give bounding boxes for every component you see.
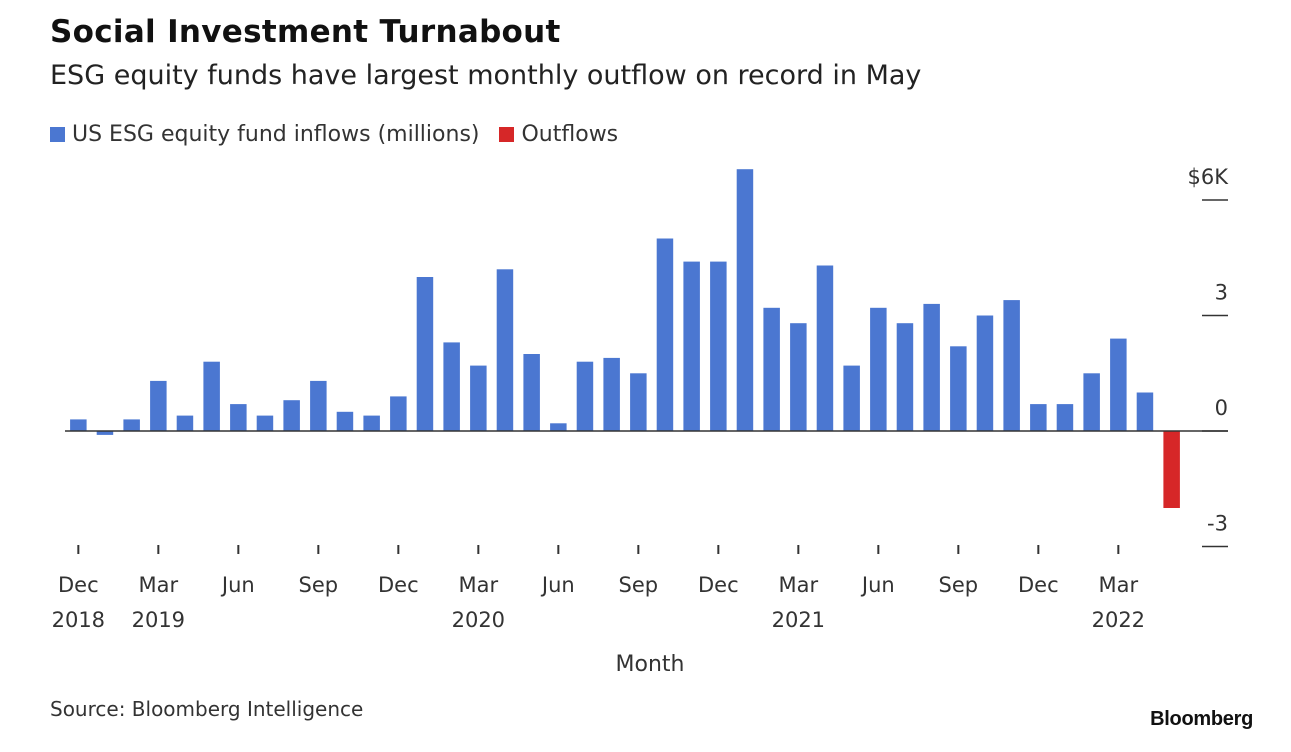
legend-swatch-outflows [499, 127, 515, 142]
legend-swatch-inflows [50, 127, 65, 142]
x-tick-label: Jun [540, 573, 575, 597]
y-tick-label: $6K [1188, 165, 1230, 189]
bar [390, 396, 407, 431]
bar [230, 404, 247, 431]
bar [256, 415, 274, 431]
x-tick-label: Mar [779, 573, 819, 597]
bar [1003, 300, 1020, 431]
bar [630, 373, 647, 432]
bar [1110, 338, 1127, 431]
bar [496, 269, 514, 431]
x-tick-label: Dec [58, 573, 99, 597]
bar [950, 346, 967, 431]
x-tick-label: Sep [939, 573, 979, 597]
legend-label-outflows: Outflows [521, 122, 619, 147]
chart-title: Social Investment Turnabout [50, 14, 561, 50]
x-axis-title: Month [616, 652, 685, 677]
bar [683, 261, 700, 431]
x-tick-year-label: 2020 [452, 608, 505, 632]
x-tick-label: Mar [1099, 573, 1139, 597]
bar [1083, 373, 1100, 432]
bar [923, 303, 940, 431]
bar [1136, 392, 1154, 431]
legend-item-inflows: US ESG equity fund inflows (millions) [50, 122, 479, 147]
bar [1163, 431, 1180, 508]
x-tick-label: Dec [378, 573, 419, 597]
x-tick-label: Dec [698, 573, 739, 597]
legend: US ESG equity fund inflows (millions) Ou… [50, 122, 638, 147]
bar [816, 265, 834, 431]
bar [363, 415, 380, 431]
bar [310, 380, 327, 431]
bar [550, 423, 567, 431]
bar [96, 431, 114, 435]
x-tick-year-label: 2018 [52, 608, 105, 632]
bar [1056, 404, 1074, 431]
bar [790, 323, 807, 431]
bar [736, 169, 754, 431]
y-tick-label: -3 [1207, 512, 1228, 536]
x-tick-label: Jun [860, 573, 895, 597]
bar [896, 323, 914, 431]
bar [70, 419, 87, 431]
x-tick-year-label: 2022 [1092, 608, 1145, 632]
x-tick-label: Jun [220, 573, 255, 597]
bar [656, 238, 674, 431]
bar [710, 261, 727, 431]
bar [523, 354, 540, 431]
x-tick-label: Mar [459, 573, 499, 597]
bar [336, 411, 354, 432]
x-tick-label: Mar [139, 573, 179, 597]
bar [1030, 404, 1047, 431]
x-tick-label: Dec [1018, 573, 1059, 597]
bar [176, 415, 194, 431]
legend-label-inflows: US ESG equity fund inflows (millions) [72, 122, 480, 147]
bar [576, 361, 594, 431]
y-tick-label: 3 [1215, 281, 1228, 305]
x-tick-year-label: 2021 [772, 608, 825, 632]
x-tick-label: Sep [619, 573, 659, 597]
bar [470, 365, 487, 432]
legend-item-outflows: Outflows [499, 122, 618, 147]
bar [843, 365, 860, 432]
bar [976, 315, 994, 431]
chart-subtitle: ESG equity funds have largest monthly ou… [50, 60, 922, 91]
bar [203, 361, 220, 431]
bar [123, 419, 140, 431]
bar [283, 400, 300, 431]
x-tick-label: Sep [299, 573, 339, 597]
bar [603, 357, 620, 431]
bar [763, 307, 780, 431]
bar [870, 307, 887, 431]
y-tick-label: 0 [1215, 396, 1228, 420]
x-tick-year-label: 2019 [132, 608, 185, 632]
bar [443, 342, 460, 431]
bar [150, 380, 167, 431]
bloomberg-logo: Bloomberg [1150, 708, 1253, 730]
source-note: Source: Bloomberg Intelligence [50, 697, 364, 721]
bar [416, 277, 434, 431]
